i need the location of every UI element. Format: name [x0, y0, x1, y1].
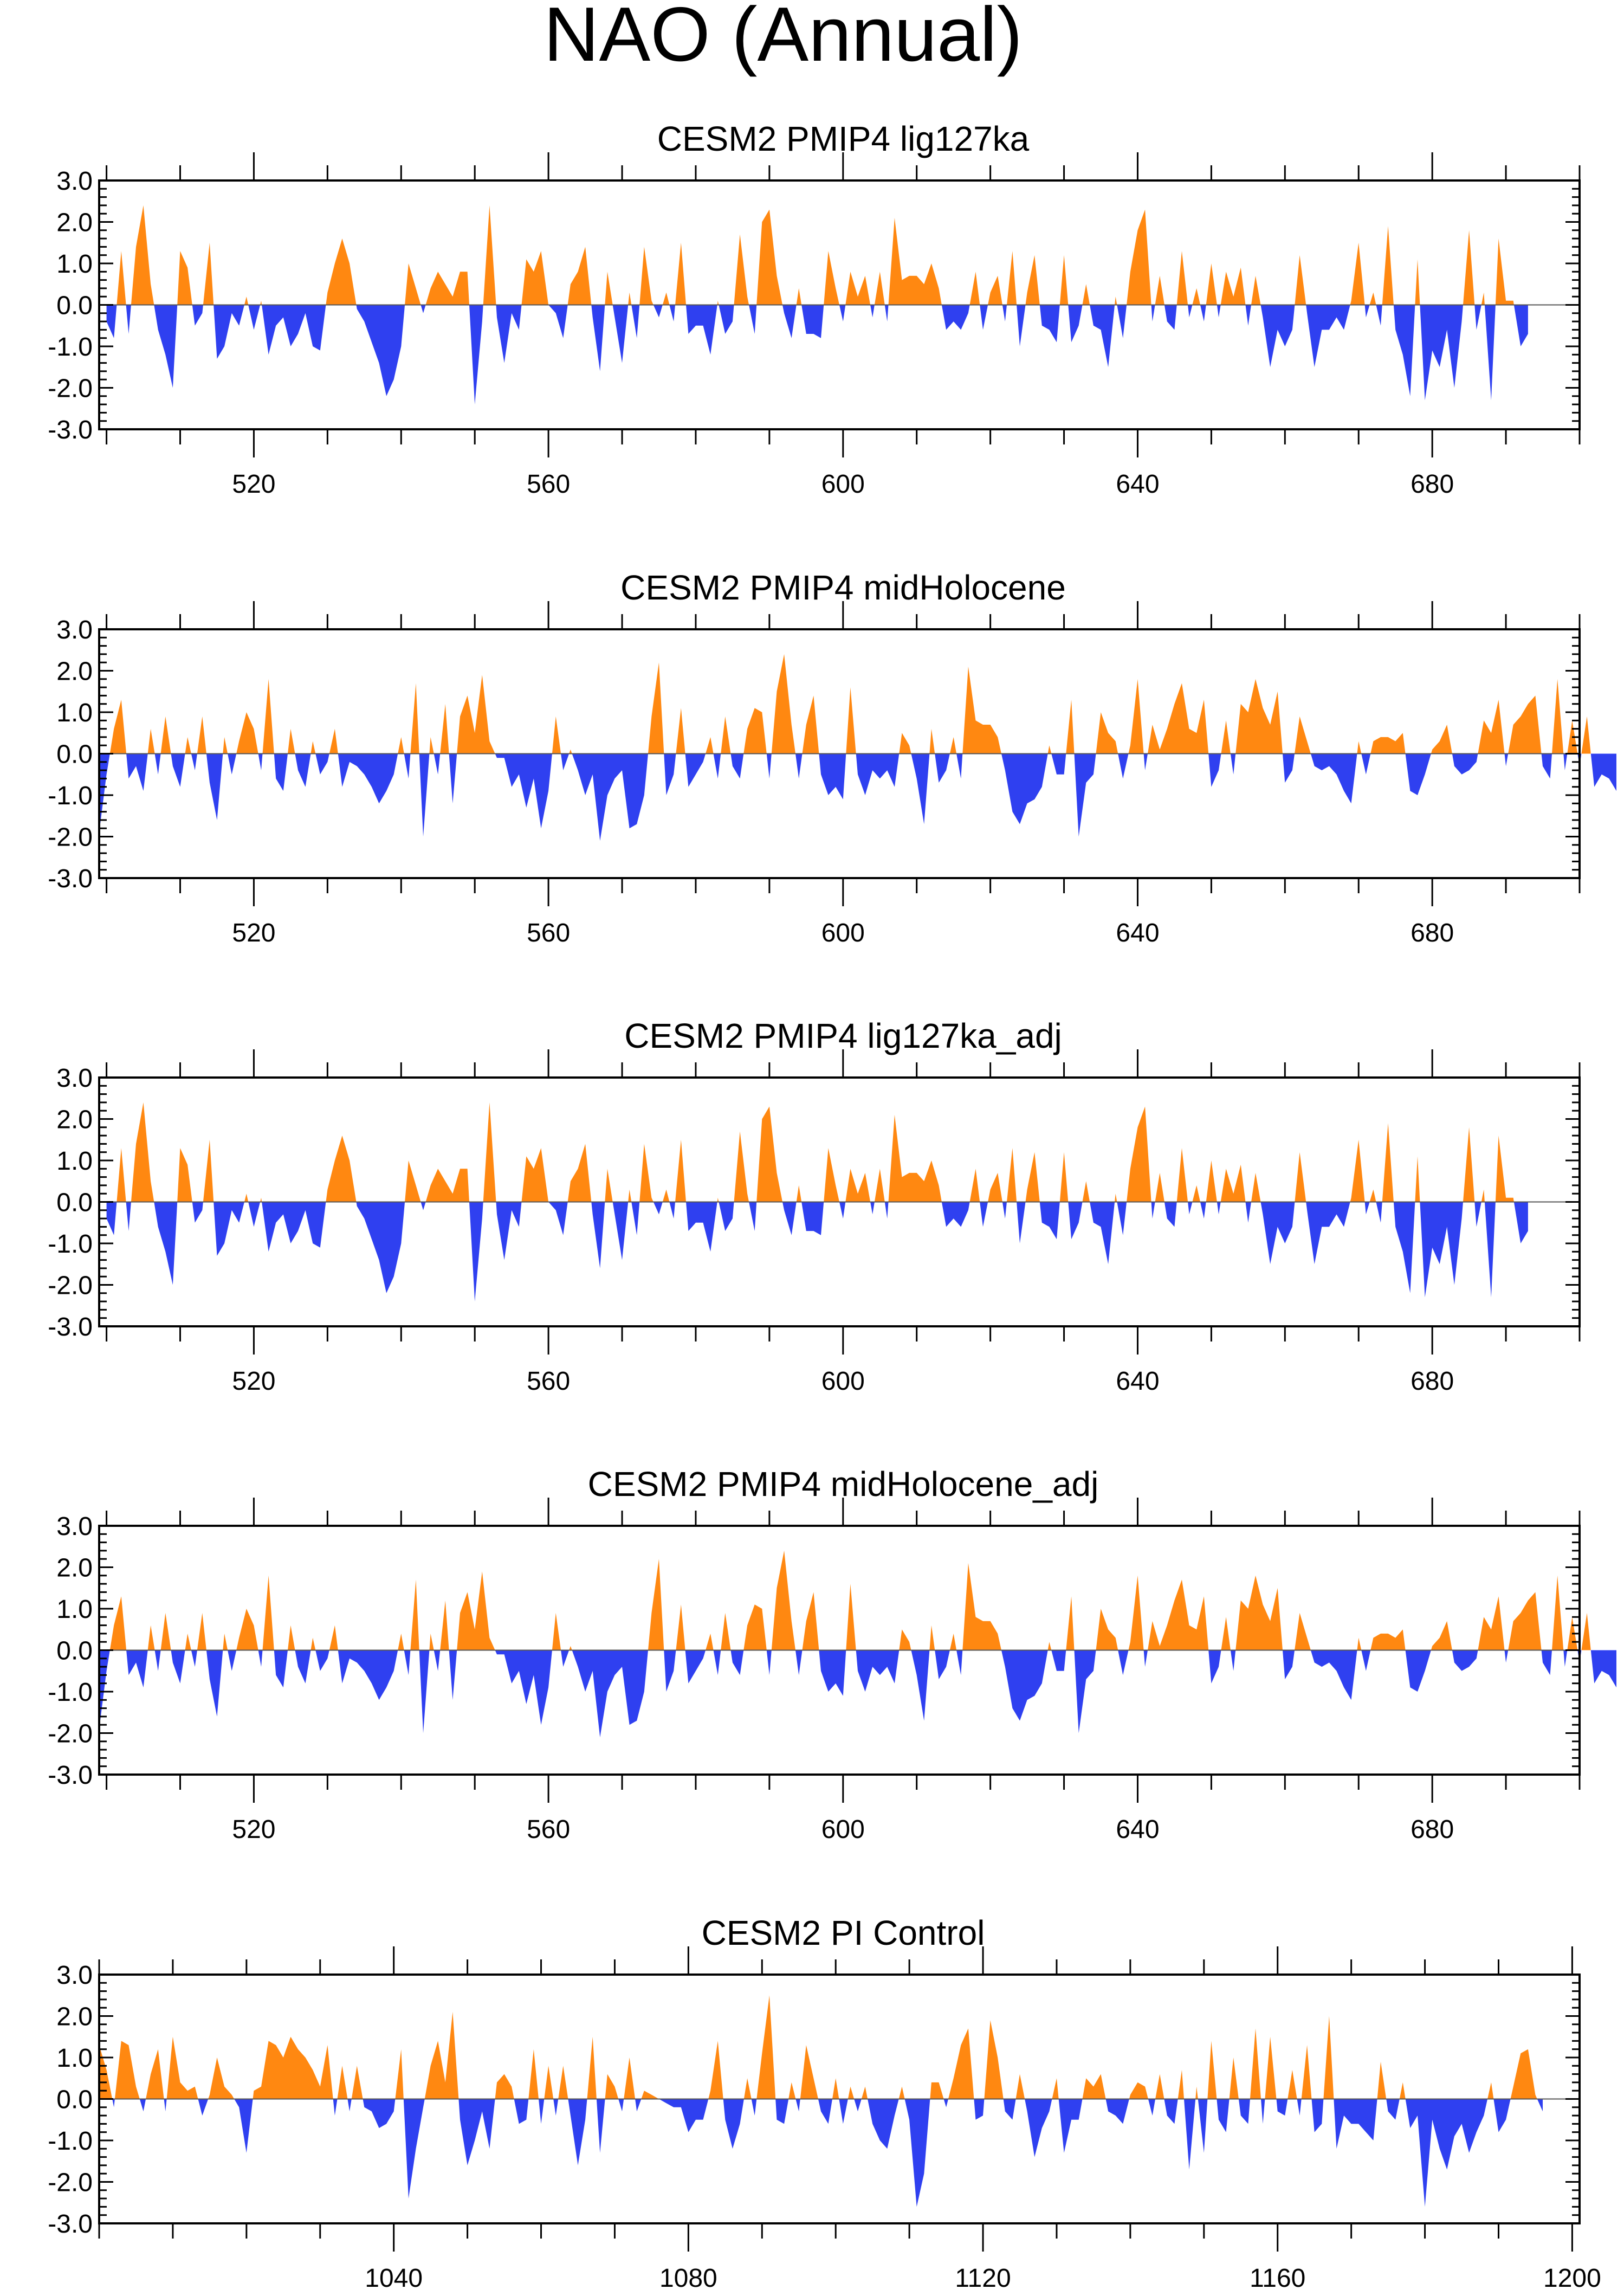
y-tick-label: -1.0: [48, 782, 93, 810]
x-tick-label: 640: [1116, 470, 1159, 499]
y-tick-label: 0.0: [56, 292, 93, 320]
x-tick-label: 560: [527, 919, 570, 947]
y-tick-label: -3.0: [48, 1313, 93, 1342]
y-tick-label: 3.0: [56, 167, 93, 196]
y-tick-label: -2.0: [48, 375, 93, 403]
y-tick-label: 1.0: [56, 250, 93, 279]
x-tick-label: 1200: [1543, 2264, 1601, 2293]
x-tick-label: 520: [232, 470, 275, 499]
x-tick-label: 1080: [659, 2264, 717, 2293]
x-tick-label: 520: [232, 1815, 275, 1844]
panel-title: CESM2 PMIP4 lig127ka_adj: [624, 1016, 1062, 1055]
x-tick-label: 1120: [955, 2264, 1011, 2293]
y-tick-label: 1.0: [56, 1147, 93, 1176]
x-tick-label: 520: [232, 919, 275, 947]
panel-title: CESM2 PMIP4 midHolocene_adj: [588, 1465, 1099, 1504]
x-tick-label: 520: [232, 1367, 275, 1396]
y-tick-label: -2.0: [48, 2169, 93, 2197]
y-tick-label: 3.0: [56, 1961, 93, 1990]
y-tick-label: 3.0: [56, 1064, 93, 1093]
panel-2: CESM2 PMIP4 midHolocene 3.0 2.0 1.0 0.0 -1.0 -…: [48, 568, 1616, 947]
x-tick-label: 680: [1411, 470, 1454, 499]
positive-area: [99, 1550, 1616, 1650]
x-tick-label: 600: [821, 1815, 865, 1844]
y-tick-label: -2.0: [48, 1272, 93, 1300]
panel-4: CESM2 PMIP4 midHolocene_adj 3.0 2.0 1.0 0.0 -…: [48, 1465, 1616, 1844]
x-tick-label: 1040: [365, 2264, 423, 2293]
y-tick-label: -1.0: [48, 2127, 93, 2156]
y-tick-label: 0.0: [56, 1637, 93, 1666]
negative-area: [99, 1650, 1616, 1738]
y-tick-label: 3.0: [56, 1512, 93, 1541]
y-tick-label: -1.0: [48, 1678, 93, 1707]
x-tick-label: 560: [527, 1815, 570, 1844]
x-tick-label: 600: [821, 470, 865, 499]
y-tick-label: 1.0: [56, 699, 93, 727]
panel-title: CESM2 PMIP4 lig127ka: [657, 119, 1030, 158]
x-tick-label: 560: [527, 1367, 570, 1396]
y-tick-label: -3.0: [48, 1761, 93, 1790]
y-tick-label: 2.0: [56, 1106, 93, 1134]
positive-area: [99, 1995, 1543, 2099]
panel-5: CESM2 PI Control 3.0 2.0 1.0 0.0 -1.0 -2.0 -3.0…: [48, 1913, 1601, 2293]
x-tick-label: 680: [1411, 1367, 1454, 1396]
negative-area: [99, 2099, 1543, 2207]
y-tick-label: 2.0: [56, 209, 93, 237]
y-tick-label: 1.0: [56, 1595, 93, 1624]
panel-title: CESM2 PI Control: [702, 1913, 985, 1952]
y-tick-label: -3.0: [48, 2210, 93, 2239]
x-tick-label: 640: [1116, 1367, 1159, 1396]
negative-area: [106, 1202, 1528, 1302]
x-tick-label: 680: [1411, 919, 1454, 947]
positive-area: [99, 654, 1616, 754]
x-tick-label: 600: [821, 1367, 865, 1396]
positive-area: [106, 205, 1528, 305]
negative-area: [106, 305, 1528, 405]
positive-area: [106, 1102, 1528, 1202]
y-tick-label: 3.0: [56, 616, 93, 644]
panel-3: CESM2 PMIP4 lig127ka_adj 3.0 2.0 1.0 0.0 -1.0…: [48, 1016, 1581, 1396]
y-tick-label: 2.0: [56, 1554, 93, 1583]
y-tick-label: 2.0: [56, 2003, 93, 2031]
y-tick-label: -1.0: [48, 333, 93, 362]
y-tick-label: -2.0: [48, 1720, 93, 1749]
x-tick-label: 1160: [1250, 2264, 1305, 2293]
x-tick-label: 680: [1411, 1815, 1454, 1844]
y-tick-label: -3.0: [48, 865, 93, 893]
y-tick-label: -2.0: [48, 823, 93, 852]
panel-title: CESM2 PMIP4 midHolocene: [620, 568, 1066, 607]
y-tick-label: -1.0: [48, 1230, 93, 1259]
y-tick-label: 1.0: [56, 2044, 93, 2073]
y-tick-label: 0.0: [56, 2086, 93, 2114]
panel-1: CESM2 PMIP4 lig127ka 3.0 2.0 1.0 0.0 -1.0 -2.0…: [48, 119, 1581, 499]
y-tick-label: 0.0: [56, 740, 93, 769]
figure-title: NAO (Annual): [544, 0, 1023, 78]
negative-area: [99, 753, 1616, 841]
y-tick-label: 0.0: [56, 1189, 93, 1217]
x-tick-label: 640: [1116, 919, 1159, 947]
y-tick-label: 2.0: [56, 657, 93, 686]
x-tick-label: 560: [527, 470, 570, 499]
y-tick-label: -3.0: [48, 416, 93, 444]
x-tick-label: 600: [821, 919, 865, 947]
x-tick-label: 640: [1116, 1815, 1159, 1844]
